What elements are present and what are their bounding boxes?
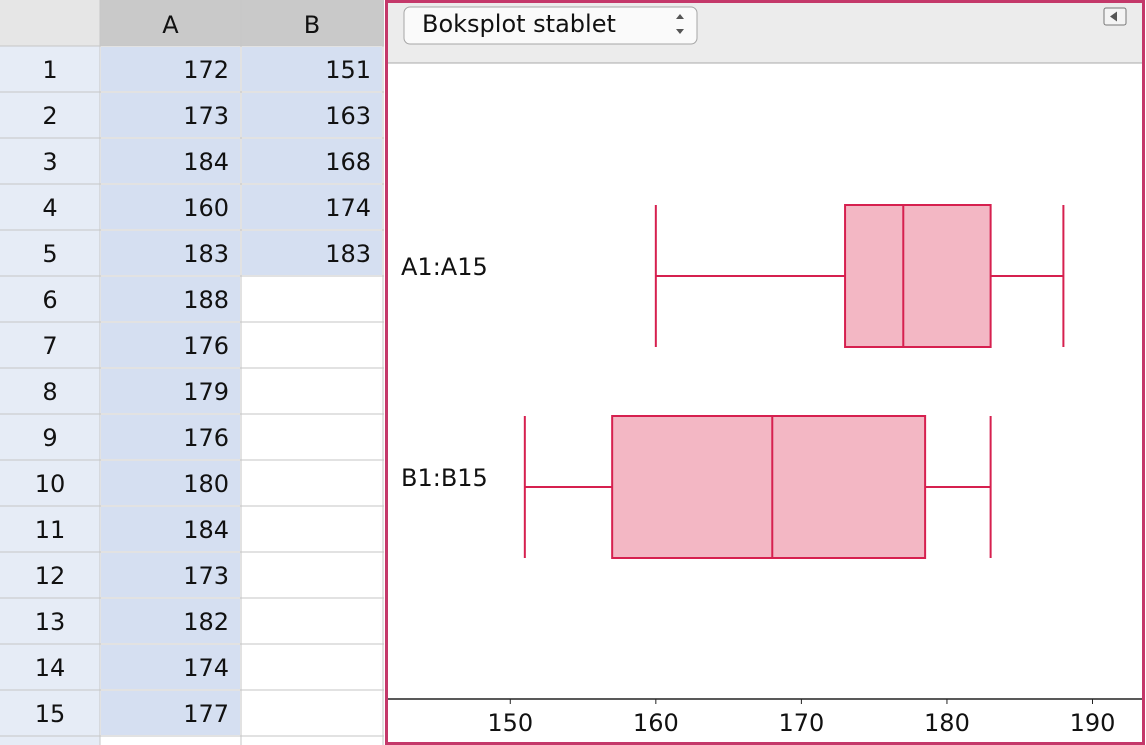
selected-column-headers [100, 0, 384, 46]
selected-cell [101, 553, 240, 597]
cell-value: 183 [183, 240, 229, 268]
selected-cell [242, 185, 382, 229]
cell-value: 182 [183, 608, 229, 636]
column-header: A [162, 11, 179, 39]
cell-value: 172 [183, 56, 229, 84]
series-label: A1:A15 [401, 253, 488, 281]
row-number: 11 [35, 516, 66, 544]
row-number: 2 [42, 102, 57, 130]
cell-value: 188 [183, 286, 229, 314]
boxplot: 150 160 170 180 190 A1:A15 B1:B15 [388, 204, 1142, 737]
selected-cell [101, 185, 240, 229]
cell-value: 184 [183, 148, 229, 176]
row-number: 12 [35, 562, 66, 590]
x-tick-label: 160 [633, 709, 679, 737]
row-number: 4 [42, 194, 57, 222]
cell-value: 173 [183, 102, 229, 130]
cell-value: 151 [325, 56, 371, 84]
x-tick-label: 150 [487, 709, 533, 737]
cell-value: 180 [183, 470, 229, 498]
row-number: 1 [42, 56, 57, 84]
cell-value: 184 [183, 516, 229, 544]
sheet-grid: 1721731841601831881761791761801841731821… [0, 0, 384, 745]
row-number: 7 [42, 332, 57, 360]
row-number: 13 [35, 608, 66, 636]
selected-cell [101, 369, 240, 413]
selected-cell [101, 277, 240, 321]
cell-value: 173 [183, 562, 229, 590]
cell-value: 174 [183, 654, 229, 682]
cell-value: 176 [183, 332, 229, 360]
cell-value: 183 [325, 240, 371, 268]
dropdown-arrows [676, 14, 684, 34]
selected-cell [242, 93, 382, 137]
row-number: 10 [35, 470, 66, 498]
cell-value: 163 [325, 102, 371, 130]
cell-value: 179 [183, 378, 229, 406]
x-tick-label: 170 [778, 709, 824, 737]
row-header-bar [0, 46, 100, 745]
cell-value: 177 [183, 700, 229, 728]
column-header: B [304, 11, 320, 39]
box [611, 415, 927, 559]
row-number: 6 [42, 286, 57, 314]
selected-cell [101, 415, 240, 459]
series-label: B1:B15 [401, 464, 488, 492]
box [844, 204, 992, 348]
x-tick-label: 190 [1070, 709, 1116, 737]
selected-cell [101, 507, 240, 551]
selected-cell [101, 231, 240, 275]
collapse-icon [1110, 11, 1117, 22]
cell-value: 174 [325, 194, 371, 222]
row-number: 5 [42, 240, 57, 268]
selected-cell [242, 139, 382, 183]
x-tick-label: 180 [924, 709, 970, 737]
selected-cell [101, 93, 240, 137]
selected-cell [101, 691, 240, 735]
selected-cell [242, 231, 382, 275]
panel-border [385, 0, 1145, 745]
plot-panel [386, 1, 1144, 744]
row-number: 15 [35, 700, 66, 728]
view-dropdown[interactable] [403, 6, 698, 45]
view-dropdown-label[interactable]: Boksplot stablet [422, 10, 616, 38]
selected-cell [101, 323, 240, 367]
selected-cell [101, 599, 240, 643]
selected-cell [101, 47, 240, 91]
row-number: 8 [42, 378, 57, 406]
row-number: 3 [42, 148, 57, 176]
selected-cell [101, 139, 240, 183]
cell-value: 176 [183, 424, 229, 452]
selected-cell [101, 461, 240, 505]
selected-cell [242, 47, 382, 91]
row-number: 9 [42, 424, 57, 452]
cell-value: 168 [325, 148, 371, 176]
selected-cell [101, 645, 240, 689]
row-number: 14 [35, 654, 66, 682]
cell-value: 160 [183, 194, 229, 222]
